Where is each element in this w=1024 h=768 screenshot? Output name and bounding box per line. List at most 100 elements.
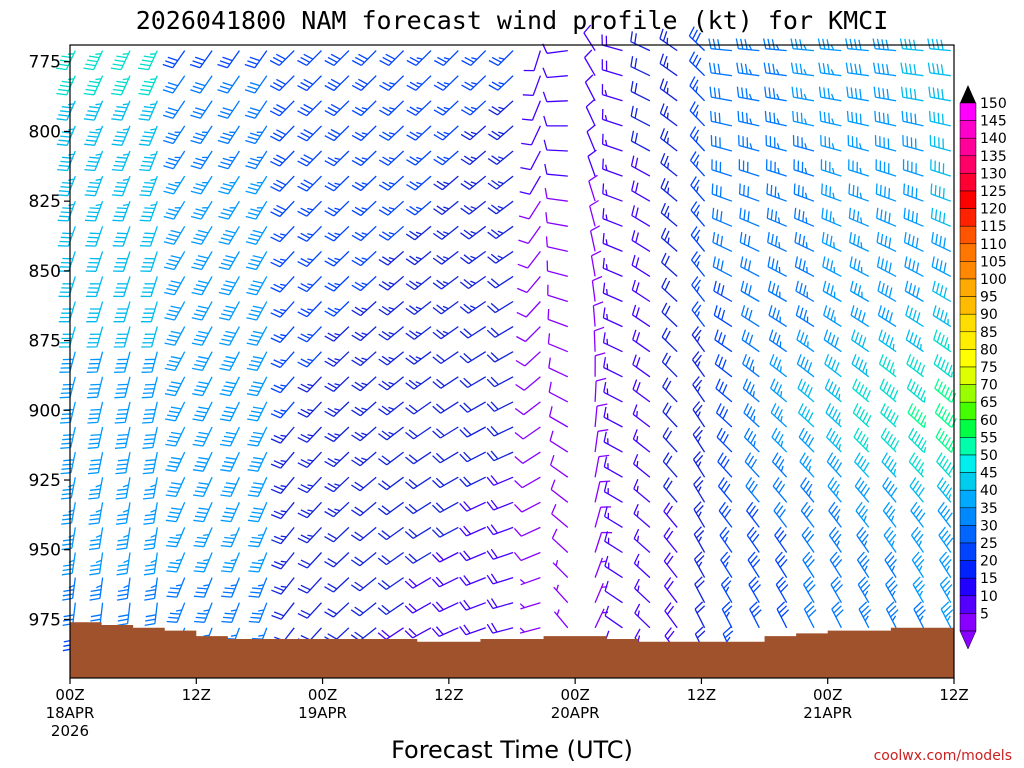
wind-barb xyxy=(163,251,186,271)
wind-barb-stroke xyxy=(713,305,733,328)
wind-barb xyxy=(220,451,240,472)
colorbar-label: 110 xyxy=(980,237,1007,253)
wind-barb xyxy=(795,305,815,328)
wind-barb-stroke xyxy=(849,256,870,277)
wind-barb xyxy=(769,354,788,378)
wind-barb-stroke xyxy=(245,175,268,195)
wind-barb xyxy=(932,305,952,328)
wind-barb-stroke xyxy=(432,250,459,265)
wind-barb-stroke xyxy=(820,159,842,177)
wind-barb-stroke xyxy=(694,576,706,604)
wind-barb-stroke xyxy=(116,577,131,601)
wind-barb-stroke xyxy=(59,351,76,373)
wind-barb xyxy=(694,576,706,604)
wind-barb-stroke xyxy=(461,50,487,66)
wind-barb-stroke xyxy=(903,232,924,252)
wind-barb-stroke xyxy=(604,580,623,604)
wind-barb xyxy=(432,401,459,414)
wind-barb-stroke xyxy=(191,251,213,271)
wind-barb xyxy=(738,159,760,177)
wind-barb-stroke xyxy=(631,279,651,303)
x-tick-date: 21APR xyxy=(803,704,852,722)
wind-barb xyxy=(824,354,842,378)
colorbar-label: 25 xyxy=(980,536,998,552)
wind-barb xyxy=(739,207,760,227)
wind-barb xyxy=(62,602,76,627)
wind-barb xyxy=(57,200,76,222)
wind-barb-stroke xyxy=(86,326,104,348)
wind-barb xyxy=(713,305,733,328)
wind-barb xyxy=(878,329,897,353)
wind-barb-stroke xyxy=(792,110,815,127)
credit-link[interactable]: coolwx.com/models xyxy=(874,748,1012,764)
wind-barb xyxy=(693,526,706,553)
wind-barb xyxy=(405,300,432,316)
wind-barb xyxy=(551,528,569,553)
wind-barb xyxy=(938,526,954,553)
wind-barb-stroke xyxy=(902,159,924,177)
wind-barb-stroke xyxy=(630,31,651,52)
wind-barb-stroke xyxy=(885,601,899,629)
colorbar-swatch xyxy=(959,437,977,456)
wind-barb xyxy=(459,300,487,314)
wind-barb-stroke xyxy=(661,302,678,328)
wind-barb-stroke xyxy=(877,280,897,303)
wind-barb xyxy=(142,477,158,500)
wind-barb xyxy=(86,301,104,323)
wind-barb xyxy=(297,602,322,619)
wind-barb-stroke xyxy=(881,452,897,478)
wind-barb xyxy=(245,150,268,170)
wind-barb-stroke xyxy=(693,476,706,503)
wind-barb-stroke xyxy=(459,426,487,438)
wind-barb-stroke xyxy=(544,187,568,202)
wind-barb-stroke xyxy=(378,125,405,141)
wind-barb xyxy=(324,75,350,92)
wind-barb-stroke xyxy=(826,452,843,478)
wind-barb-stroke xyxy=(191,225,213,245)
wind-barb-stroke xyxy=(486,401,514,412)
wind-barb-stroke xyxy=(378,426,404,441)
wind-barb xyxy=(584,49,596,77)
wind-barb-stroke xyxy=(459,275,487,290)
wind-barb xyxy=(459,451,486,463)
wind-barb-stroke xyxy=(432,326,459,340)
wind-barb xyxy=(771,427,788,453)
wind-barb xyxy=(486,326,514,338)
wind-barb xyxy=(803,576,816,604)
wind-barb xyxy=(351,200,377,217)
wind-barb-stroke xyxy=(244,75,268,94)
wind-barb-stroke xyxy=(513,551,541,562)
wind-barb xyxy=(324,301,350,317)
wind-barb-stroke xyxy=(324,75,350,92)
wind-barb-stroke xyxy=(713,280,733,303)
wind-barb-stroke xyxy=(248,552,268,573)
wind-barb xyxy=(140,301,158,323)
wind-barb xyxy=(588,174,598,202)
colorbar-swatch xyxy=(959,489,977,509)
colorbar-swatch xyxy=(959,419,977,438)
wind-barb-stroke xyxy=(854,452,870,478)
wind-barb xyxy=(689,126,706,152)
wind-barb xyxy=(587,149,597,177)
wind-barb xyxy=(459,550,486,562)
wind-barb-stroke xyxy=(820,135,842,152)
wind-barb-stroke xyxy=(433,100,459,116)
wind-barb-stroke xyxy=(775,576,789,604)
wind-barb-stroke xyxy=(604,555,623,579)
wind-barb xyxy=(112,251,131,272)
wind-barb-stroke xyxy=(660,202,678,227)
wind-barb-stroke xyxy=(934,378,957,403)
wind-barb-stroke xyxy=(351,301,377,317)
wind-barb-stroke xyxy=(221,602,241,623)
wind-barb-stroke xyxy=(324,577,350,593)
wind-barb-stroke xyxy=(141,376,158,399)
wind-barb xyxy=(520,150,541,171)
x-tick-label: 12Z xyxy=(434,686,463,704)
wind-barb-stroke xyxy=(220,451,240,472)
wind-barb xyxy=(856,526,870,553)
wind-barb-stroke xyxy=(58,251,76,272)
wind-barb-stroke xyxy=(164,276,186,296)
wind-barb-stroke xyxy=(139,226,158,247)
wind-barb xyxy=(219,351,240,372)
